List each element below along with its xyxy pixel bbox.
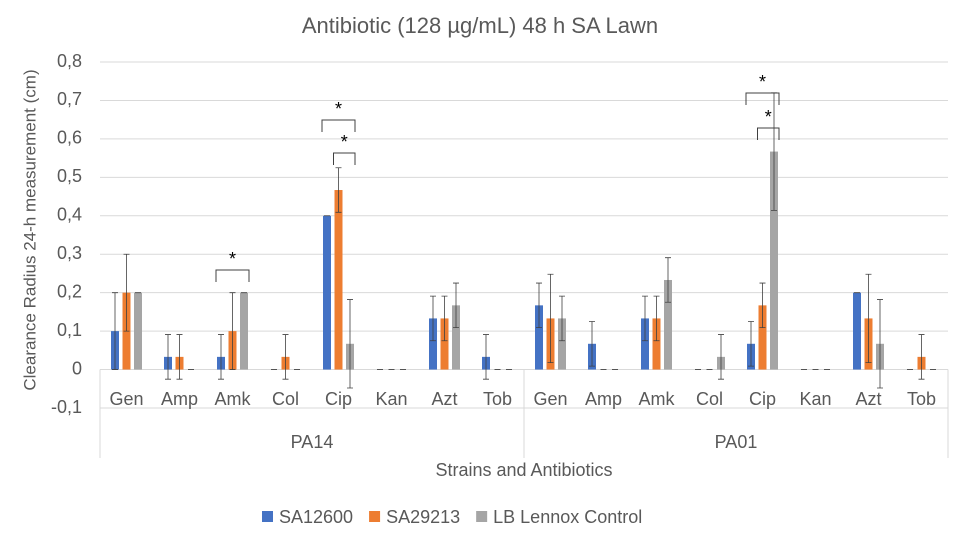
error-bar	[865, 273, 872, 364]
legend-swatch	[369, 511, 381, 522]
error-bar	[347, 299, 353, 389]
error-bar	[547, 273, 554, 364]
x-tick-label: Amp	[161, 389, 198, 409]
x-tick-label: Gen	[533, 389, 567, 409]
x-tick-label: Amk	[639, 389, 676, 409]
group-label: PA01	[715, 432, 758, 452]
y-tick-label: 0,5	[57, 166, 82, 186]
error-bar	[441, 295, 448, 342]
error-bar	[123, 253, 130, 332]
x-tick-label: Azt	[431, 389, 457, 409]
error-bar	[282, 334, 289, 380]
bar	[853, 292, 861, 370]
bar	[641, 318, 649, 370]
bar	[323, 215, 331, 370]
significance-bracket	[757, 127, 780, 140]
x-tick-label: Col	[696, 389, 723, 409]
significance-bracket	[333, 152, 356, 165]
y-tick-label: 0,7	[57, 89, 82, 109]
error-bar	[112, 292, 118, 370]
error-bar	[229, 292, 236, 370]
x-tick-label: Kan	[799, 389, 831, 409]
error-bar	[665, 257, 671, 303]
x-tick-label: Amk	[215, 389, 252, 409]
bar	[440, 318, 449, 370]
x-tick-label: Col	[272, 389, 299, 409]
significance-bracket	[321, 119, 356, 132]
y-tick-label: 0,4	[57, 205, 82, 225]
x-tick-label: Gen	[109, 389, 143, 409]
x-tick-label: Kan	[375, 389, 407, 409]
error-bar	[877, 299, 883, 389]
bar	[664, 279, 672, 370]
significance-label: *	[765, 107, 772, 127]
significance-bracket	[215, 269, 250, 282]
legend-label: SA29213	[386, 507, 460, 527]
error-bar	[218, 334, 224, 380]
bar	[770, 151, 778, 370]
y-tick-label: -0,1	[51, 397, 82, 417]
bar	[334, 190, 343, 370]
error-bar	[653, 295, 660, 342]
bar	[134, 292, 142, 370]
error-bar	[559, 295, 565, 342]
error-bar	[642, 295, 648, 342]
legend-label: SA12600	[279, 507, 353, 527]
significance-label: *	[759, 72, 766, 92]
error-bar	[589, 321, 595, 367]
y-tick-label: 0	[72, 358, 82, 378]
y-tick-label: 0,8	[57, 51, 82, 71]
y-tick-label: 0,6	[57, 128, 82, 148]
error-bar	[176, 334, 183, 380]
bar	[452, 305, 460, 370]
legend-swatch	[262, 511, 273, 522]
significance-label: *	[335, 99, 342, 119]
y-tick-label: 0,3	[57, 243, 82, 263]
chart-title: Antibiotic (128 µg/mL) 48 h SA Lawn	[302, 13, 658, 38]
x-tick-label: Tob	[483, 389, 512, 409]
error-bar	[759, 282, 766, 329]
bar	[429, 318, 437, 370]
error-bar	[165, 334, 171, 380]
bar	[652, 318, 661, 370]
error-bar	[483, 334, 489, 380]
error-bar	[718, 334, 724, 380]
legend-label: LB Lennox Control	[493, 507, 642, 527]
x-tick-label: Cip	[325, 389, 352, 409]
x-tick-label: Tob	[907, 389, 936, 409]
bar	[240, 292, 248, 370]
legend-swatch	[476, 511, 488, 522]
x-tick-label: Amp	[585, 389, 622, 409]
bar	[558, 318, 566, 370]
group-label: PA14	[291, 432, 334, 452]
bar	[758, 305, 767, 370]
x-axis-title: Strains and Antibiotics	[435, 460, 612, 480]
y-tick-label: 0,2	[57, 281, 82, 301]
bar	[535, 305, 543, 370]
error-bar	[918, 334, 925, 380]
error-bar	[335, 167, 342, 213]
y-axis-title: Clearance Radius 24-h measurement (cm)	[20, 69, 39, 390]
error-bar	[748, 321, 754, 367]
y-tick-label: 0,1	[57, 320, 82, 340]
significance-label: *	[229, 249, 236, 269]
x-tick-label: Cip	[749, 389, 776, 409]
significance-label: *	[341, 132, 348, 152]
error-bar	[536, 282, 542, 329]
error-bar	[430, 295, 436, 342]
significance-bracket	[745, 92, 780, 105]
error-bar	[453, 282, 459, 329]
x-tick-label: Azt	[855, 389, 881, 409]
